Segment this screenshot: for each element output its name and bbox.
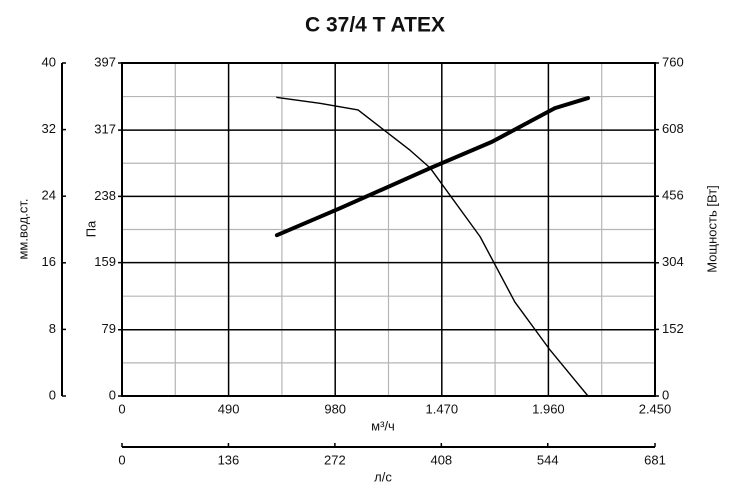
pressure-curve <box>276 96 589 397</box>
y-tick-label: 397 <box>94 54 116 69</box>
y3-tick-label: 0 <box>49 387 56 402</box>
y-tick-label: 317 <box>94 122 116 137</box>
x2-tick-label: 544 <box>537 452 559 467</box>
chart-title: C 37/4 T ATEX <box>305 14 445 37</box>
x-tick-label: 0 <box>118 401 125 416</box>
y3-axis-title: мм.вод.ст. <box>15 198 30 259</box>
x-tick-label: 490 <box>218 401 240 416</box>
x-tick-label: 2.450 <box>639 401 672 416</box>
x-tick-label: 1.960 <box>532 401 565 416</box>
y-tick-label: 238 <box>94 188 116 203</box>
y-tick-label: 0 <box>109 387 116 402</box>
y3-tick-label: 16 <box>42 254 56 269</box>
x2-tick-label: 681 <box>644 452 666 467</box>
x2-tick-label: 408 <box>430 452 452 467</box>
y2-tick-label: 0 <box>662 387 669 402</box>
y3-tick-label: 24 <box>42 188 56 203</box>
y2-tick-label: 608 <box>662 121 684 136</box>
x-tick-label: 1.470 <box>426 401 459 416</box>
x2-tick-label: 272 <box>324 452 346 467</box>
power-curve <box>274 96 590 238</box>
y2-tick-label: 304 <box>662 254 684 269</box>
y2-tick-label: 760 <box>662 54 684 69</box>
y3-tick-label: 8 <box>49 321 56 336</box>
x-axis-title: м³/ч <box>371 418 395 433</box>
y-axis-title: Па <box>83 220 98 237</box>
y2-tick-label: 456 <box>662 188 684 203</box>
x2-tick-label: 136 <box>218 452 240 467</box>
x2-tick-label: 0 <box>118 452 125 467</box>
y3-tick-label: 32 <box>42 121 56 136</box>
y2-tick-label: 152 <box>662 321 684 336</box>
y3-tick-label: 40 <box>42 54 56 69</box>
y2-axis-title: Мощность [Вт] <box>704 185 719 273</box>
x-tick-label: 980 <box>324 401 346 416</box>
y-tick-label: 159 <box>94 254 116 269</box>
x2-axis-title: л/с <box>374 469 392 484</box>
y-tick-label: 79 <box>102 321 116 336</box>
plot-frame <box>121 62 656 397</box>
